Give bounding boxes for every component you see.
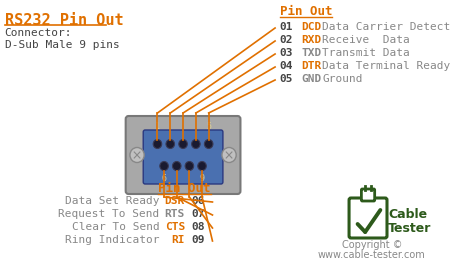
Circle shape (185, 161, 194, 171)
Text: 03: 03 (280, 48, 293, 58)
Text: 6: 6 (162, 174, 166, 183)
Circle shape (130, 147, 144, 163)
Text: RTS: RTS (164, 209, 185, 219)
Text: Cable: Cable (388, 208, 427, 221)
Text: Data Set Ready: Data Set Ready (65, 196, 159, 206)
Text: 08: 08 (191, 222, 205, 232)
Text: D-Sub Male 9 pins: D-Sub Male 9 pins (5, 40, 119, 50)
Text: Copyright ©: Copyright © (342, 240, 402, 250)
Text: Connector:: Connector: (5, 28, 72, 38)
FancyBboxPatch shape (126, 116, 240, 194)
Text: Receive  Data: Receive Data (322, 35, 410, 45)
Text: www.cable-tester.com: www.cable-tester.com (318, 250, 426, 260)
Text: Pin Out: Pin Out (280, 5, 332, 18)
Circle shape (179, 140, 187, 148)
Text: 05: 05 (280, 74, 293, 84)
Text: GND: GND (301, 74, 322, 84)
Circle shape (204, 140, 213, 148)
Text: RXD: RXD (301, 35, 322, 45)
Text: TXD: TXD (301, 48, 322, 58)
Circle shape (166, 140, 174, 148)
Text: 02: 02 (280, 35, 293, 45)
Text: DCD: DCD (301, 22, 322, 32)
Circle shape (153, 140, 162, 148)
Text: Ground: Ground (322, 74, 363, 84)
Text: 07: 07 (191, 209, 205, 219)
FancyBboxPatch shape (143, 130, 223, 184)
Text: DTR: DTR (301, 61, 322, 71)
Circle shape (160, 161, 168, 171)
Text: Tester: Tester (388, 222, 431, 235)
FancyBboxPatch shape (349, 198, 387, 238)
Text: Clear To Send: Clear To Send (72, 222, 159, 232)
Text: RI: RI (172, 235, 185, 245)
Text: Transmit Data: Transmit Data (322, 48, 410, 58)
Text: Data Terminal Ready: Data Terminal Ready (322, 61, 451, 71)
Text: CTS: CTS (164, 222, 185, 232)
Text: RS232 Pin Out: RS232 Pin Out (5, 13, 123, 28)
Text: 01: 01 (280, 22, 293, 32)
Text: Pin Out: Pin Out (158, 182, 210, 195)
Circle shape (198, 161, 206, 171)
Text: Request To Send: Request To Send (58, 209, 159, 219)
Circle shape (222, 147, 236, 163)
Text: 06: 06 (191, 196, 205, 206)
Circle shape (173, 161, 181, 171)
Text: Data Carrier Detect: Data Carrier Detect (322, 22, 451, 32)
Text: 9: 9 (200, 174, 205, 183)
Text: DSR: DSR (164, 196, 185, 206)
Text: 5: 5 (206, 122, 211, 131)
FancyBboxPatch shape (361, 189, 374, 201)
Text: Ring Indicator: Ring Indicator (65, 235, 159, 245)
Text: 04: 04 (280, 61, 293, 71)
Circle shape (191, 140, 200, 148)
Text: 09: 09 (191, 235, 205, 245)
Text: 1: 1 (155, 122, 160, 131)
